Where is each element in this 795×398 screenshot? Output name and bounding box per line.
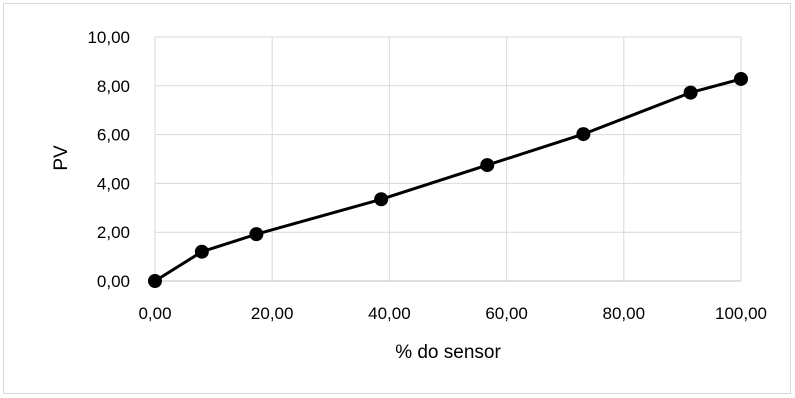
x-tick-label: 0,00	[138, 304, 171, 323]
series-line	[154, 77, 742, 283]
y-tick-label: 0,00	[97, 272, 130, 291]
gridlines	[154, 36, 742, 282]
data-point	[576, 127, 591, 142]
x-axis-tick-labels: 0,00 20,00 40,00 60,00 80,00 100,00	[138, 304, 767, 323]
chart-frame	[3, 3, 791, 394]
data-point	[249, 227, 264, 242]
data-point	[148, 274, 162, 288]
x-tick-label: 80,00	[603, 304, 646, 323]
x-axis-title: % do sensor	[395, 342, 501, 363]
data-points	[148, 71, 748, 288]
y-tick-label: 6,00	[97, 126, 130, 145]
y-axis-tick-labels: 0,00 2,00 4,00 6,00 8,00 10,00	[87, 28, 130, 291]
data-point	[480, 158, 495, 173]
data-point	[734, 71, 748, 86]
series-polyline	[154, 77, 742, 283]
x-tick-label: 40,00	[368, 304, 411, 323]
x-tick-label: 20,00	[251, 304, 294, 323]
x-tick-label: 100,00	[715, 304, 767, 323]
y-tick-label: 4,00	[97, 174, 130, 193]
data-point	[683, 85, 698, 100]
data-point	[194, 244, 209, 259]
y-tick-label: 10,00	[87, 28, 130, 47]
x-tick-label: 60,00	[485, 304, 528, 323]
data-point	[374, 192, 389, 207]
y-tick-label: 2,00	[97, 223, 130, 242]
y-tick-label: 8,00	[97, 77, 130, 96]
y-axis-title: PV	[51, 145, 72, 171]
